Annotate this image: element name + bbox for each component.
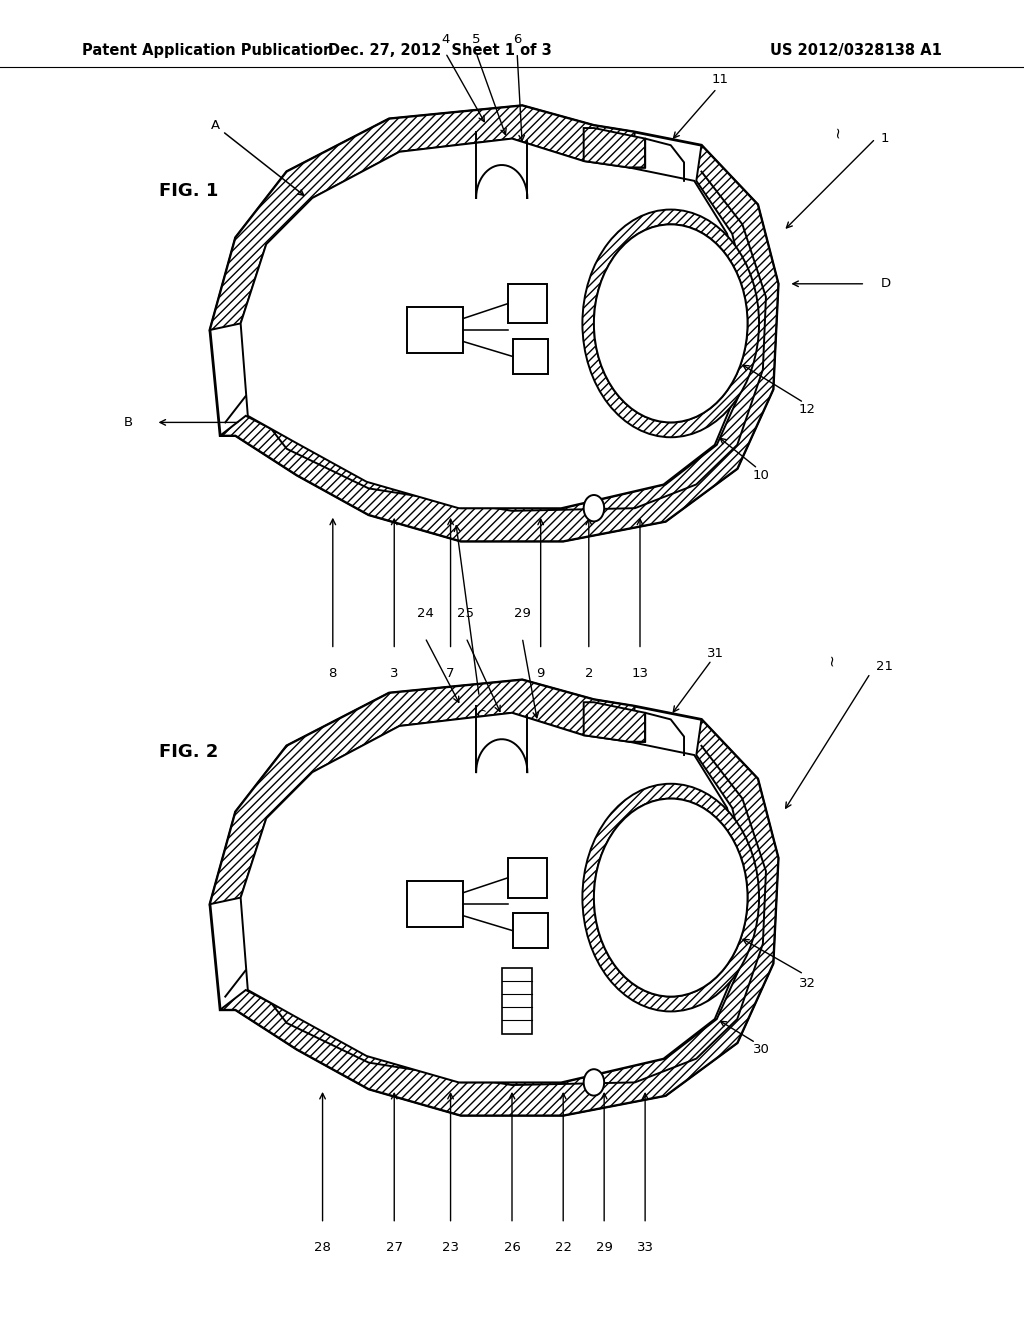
Circle shape (583, 784, 759, 1011)
Text: 4: 4 (441, 33, 450, 46)
Text: C: C (476, 709, 486, 722)
Text: 23: 23 (442, 1241, 459, 1254)
Text: Dec. 27, 2012  Sheet 1 of 3: Dec. 27, 2012 Sheet 1 of 3 (329, 42, 552, 58)
Text: 26: 26 (504, 1241, 520, 1254)
Text: A: A (211, 119, 304, 195)
Text: 13: 13 (632, 667, 648, 680)
Circle shape (584, 495, 604, 521)
Text: 8: 8 (329, 667, 337, 680)
Text: 21: 21 (876, 660, 893, 673)
Text: 7: 7 (446, 667, 455, 680)
Text: D: D (881, 277, 891, 290)
Polygon shape (210, 106, 635, 330)
Text: 32: 32 (799, 977, 816, 990)
Text: 5: 5 (472, 33, 480, 46)
Text: 11: 11 (712, 73, 729, 86)
Text: B: B (124, 416, 133, 429)
Bar (513, 913, 549, 948)
Text: 29: 29 (514, 607, 530, 620)
Text: FIG. 1: FIG. 1 (159, 182, 218, 201)
Text: 24: 24 (417, 607, 433, 620)
Text: 6: 6 (513, 33, 521, 46)
Text: 29: 29 (596, 1241, 612, 1254)
Text: 30: 30 (753, 1043, 769, 1056)
Text: 9: 9 (537, 667, 545, 680)
Polygon shape (210, 680, 635, 904)
Bar (407, 306, 463, 352)
Text: Patent Application Publication: Patent Application Publication (82, 42, 334, 58)
Bar (407, 882, 463, 927)
Polygon shape (241, 713, 745, 1082)
Text: 25: 25 (458, 607, 474, 620)
Circle shape (584, 1069, 604, 1096)
Text: 27: 27 (386, 1241, 402, 1254)
Polygon shape (220, 145, 778, 541)
Polygon shape (584, 128, 645, 168)
Text: 28: 28 (314, 1241, 331, 1254)
Text: 22: 22 (555, 1241, 571, 1254)
Text: FIG. 2: FIG. 2 (159, 743, 218, 762)
Text: 31: 31 (707, 647, 724, 660)
Bar (502, 968, 532, 1034)
Text: 2: 2 (585, 667, 593, 680)
Text: 1: 1 (881, 132, 889, 145)
Text: 10: 10 (753, 469, 769, 482)
Text: ~: ~ (830, 125, 845, 139)
Polygon shape (241, 139, 745, 508)
Text: 12: 12 (799, 403, 816, 416)
Text: ~: ~ (824, 653, 839, 667)
Circle shape (583, 210, 759, 437)
Text: 3: 3 (390, 667, 398, 680)
Text: US 2012/0328138 A1: US 2012/0328138 A1 (770, 42, 942, 58)
Bar (513, 338, 549, 375)
Circle shape (594, 224, 748, 422)
Bar (508, 858, 547, 898)
Circle shape (594, 799, 748, 997)
Text: 33: 33 (637, 1241, 653, 1254)
Polygon shape (584, 702, 645, 742)
Bar (508, 284, 547, 323)
Polygon shape (220, 719, 778, 1115)
